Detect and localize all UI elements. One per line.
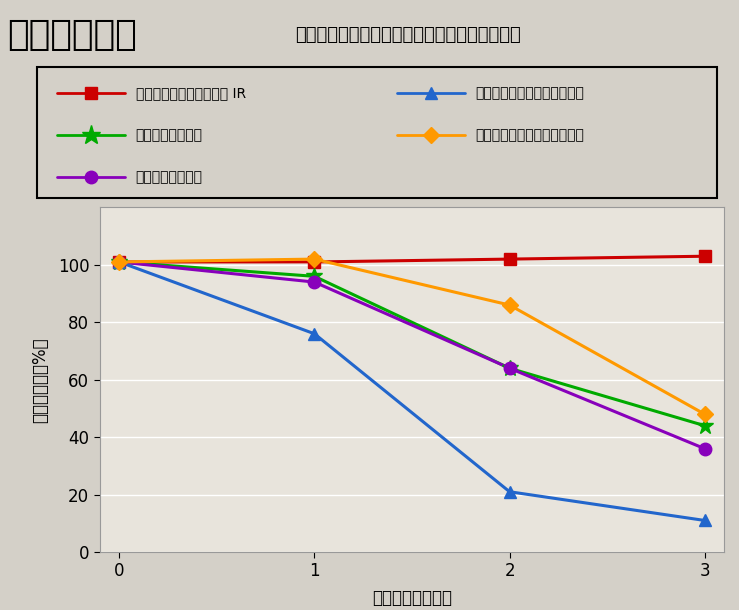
Text: Ａ社溶剤系フッ素（弱溶剤）: Ａ社溶剤系フッ素（弱溶剤） [475, 87, 585, 100]
Text: Ｂ社溶剤系フッ素: Ｂ社溶剤系フッ素 [135, 170, 202, 184]
Text: 宮古島野外暴露試験（溶剤系フッ素との比較）: 宮古島野外暴露試験（溶剤系フッ素との比較） [296, 26, 521, 45]
Text: Ａ社溶剤系フッ素: Ａ社溶剤系フッ素 [135, 128, 202, 142]
Y-axis label: 光沢保持率（%）: 光沢保持率（%） [31, 337, 50, 423]
X-axis label: 暴露時間（時間）: 暴露時間（時間） [372, 589, 452, 607]
Text: 野外暴露試験: 野外暴露試験 [7, 18, 137, 52]
Text: Ｄ社溶剤系フッ素（弱溶剤）: Ｄ社溶剤系フッ素（弱溶剤） [475, 128, 585, 142]
Text: スーパーセランマイルド IR: スーパーセランマイルド IR [135, 87, 245, 100]
